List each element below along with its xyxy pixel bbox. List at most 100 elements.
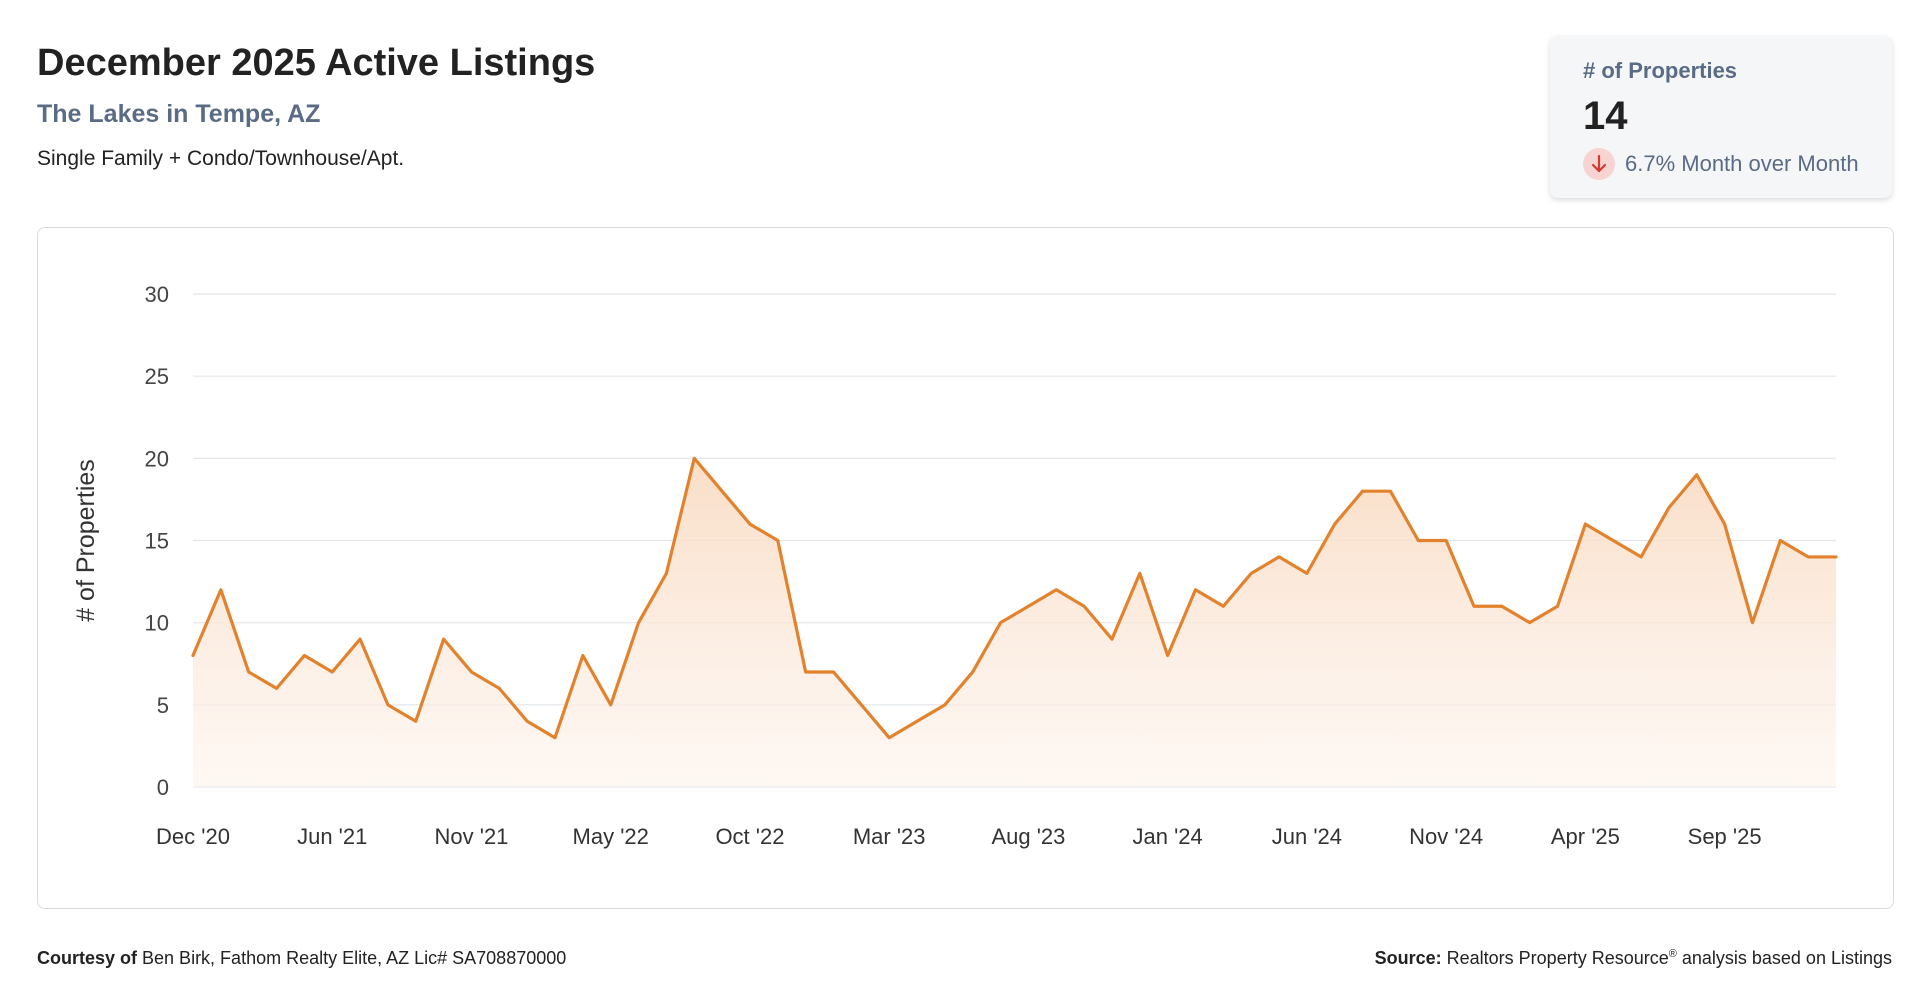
data-point [1583,522,1587,526]
data-point [915,719,919,723]
data-point [581,654,585,658]
data-point [1611,539,1615,543]
data-point [1528,621,1532,625]
data-point [692,456,696,460]
x-tick-label: Mar '23 [853,824,926,849]
data-point [358,637,362,641]
data-point [1361,489,1365,493]
data-point [887,736,891,740]
source-footer: Source: Realtors Property Resource® anal… [1375,948,1892,969]
x-tick-label: Jun '21 [297,824,367,849]
data-point [748,522,752,526]
x-tick-label: Sep '25 [1688,824,1762,849]
data-point [553,736,557,740]
courtesy-text: Ben Birk, Fathom Realty Elite, AZ Lic# S… [142,948,567,968]
data-point [1416,539,1420,543]
data-point [999,621,1003,625]
data-point [497,686,501,690]
source-label: Source: [1374,948,1442,968]
y-tick-label: 25 [145,364,169,389]
courtesy-label: Courtesy of [37,948,138,968]
data-point [1110,637,1114,641]
data-point [469,670,473,674]
chart-panel: 0 5 10 15 20 25 30 Dec '20 Jun '21 Nov '21 May '22… [37,227,1894,909]
data-point [831,670,835,674]
y-tick-label: 0 [157,775,169,800]
y-tick-label: 15 [145,529,169,554]
page-title: December 2025 Active Listings [37,42,596,84]
data-point [1388,489,1392,493]
data-point [1138,571,1142,575]
x-tick-label: Nov '24 [1409,824,1483,849]
data-point [1472,604,1476,608]
data-point [1194,588,1198,592]
x-tick-label: Aug '23 [991,824,1065,849]
data-point [971,670,975,674]
data-point [1750,621,1754,625]
data-point [1277,555,1281,559]
stat-label: # of Properties [1583,58,1738,83]
data-point [664,571,668,575]
data-point [1556,604,1560,608]
data-point [1500,604,1504,608]
data-point [1221,604,1225,608]
data-point [609,703,613,707]
x-tick-label: Oct '22 [715,824,784,849]
data-point [1249,571,1253,575]
stat-card: # of Properties 14 6.7% Month over Month [1550,36,1892,198]
data-point [1806,555,1810,559]
x-tick-label: Apr '25 [1551,824,1620,849]
source-rest: analysis based on Listings [1681,948,1892,968]
data-point [1695,473,1699,477]
stat-value: 14 [1583,94,1628,138]
data-point [525,719,529,723]
data-point [1333,522,1337,526]
data-point [637,621,641,625]
source-name: Realtors Property Resource [1446,948,1669,968]
x-tick-label: Jun '24 [1272,824,1342,849]
x-tick-label: Nov '21 [435,824,509,849]
stat-change: 6.7% Month over Month [1583,148,1859,180]
arrow-down-icon [1583,148,1615,180]
data-point [776,539,780,543]
data-point [1082,604,1086,608]
y-tick-label: 20 [145,446,169,471]
data-point [1834,555,1838,559]
data-point [1667,506,1671,510]
location-subtitle: The Lakes in Tempe, AZ [37,100,321,128]
data-point [414,719,418,723]
y-tick-label: 30 [145,282,169,307]
data-point [1444,539,1448,543]
y-axis-label: # of Properties [72,459,100,622]
series-line [191,456,1838,740]
data-point [219,588,223,592]
registered-mark: ® [1668,948,1677,960]
active-listings-chart: 0 5 10 15 20 25 30 Dec '20 Jun '21 Nov '21 May '22… [72,282,1838,849]
x-tick-label: Jan '24 [1133,824,1203,849]
data-point [191,654,195,658]
x-tick-label: Dec '20 [156,824,230,849]
courtesy-footer: Courtesy of Ben Birk, Fathom Realty Elit… [37,948,566,969]
y-tick-label: 10 [145,611,169,636]
y-tick-label: 5 [157,693,169,718]
data-point [1054,588,1058,592]
property-type-description: Single Family + Condo/Townhouse/Apt. [37,147,405,170]
data-point [1166,654,1170,658]
data-point [275,686,279,690]
data-point [302,654,306,658]
data-point [859,703,863,707]
data-point [1026,604,1030,608]
data-point [1723,522,1727,526]
data-point [247,670,251,674]
x-tick-label: May '22 [573,824,649,849]
data-point [1778,539,1782,543]
data-point [720,489,724,493]
data-point [943,703,947,707]
data-point [386,703,390,707]
data-point [1639,555,1643,559]
data-point [330,670,334,674]
data-point [804,670,808,674]
data-point [442,637,446,641]
stat-change-text: 6.7% Month over Month [1625,151,1859,176]
data-point [1305,571,1309,575]
